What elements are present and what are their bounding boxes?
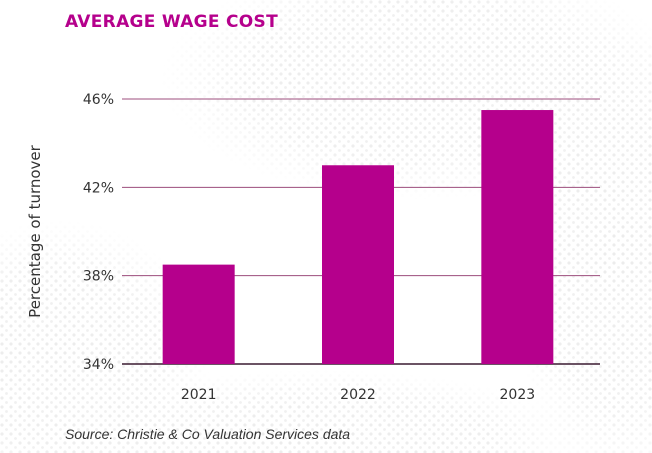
bar-2023 [481, 110, 554, 365]
source-note: Source: Christie & Co Valuation Services… [65, 426, 351, 442]
bar-2021 [162, 264, 235, 364]
y-tick-label: 46% [83, 92, 114, 108]
y-tick-label: 42% [83, 180, 114, 196]
y-tick-label: 38% [83, 269, 114, 285]
x-tick-label: 2023 [500, 387, 536, 403]
x-tick-label: 2021 [181, 387, 217, 403]
chart-title: AVERAGE WAGE COST [65, 12, 279, 32]
y-axis-label: Percentage of turnover [26, 144, 44, 317]
x-tick-label: 2022 [340, 387, 376, 403]
y-tick-label: 34% [83, 357, 114, 373]
bar-2022 [322, 165, 394, 364]
